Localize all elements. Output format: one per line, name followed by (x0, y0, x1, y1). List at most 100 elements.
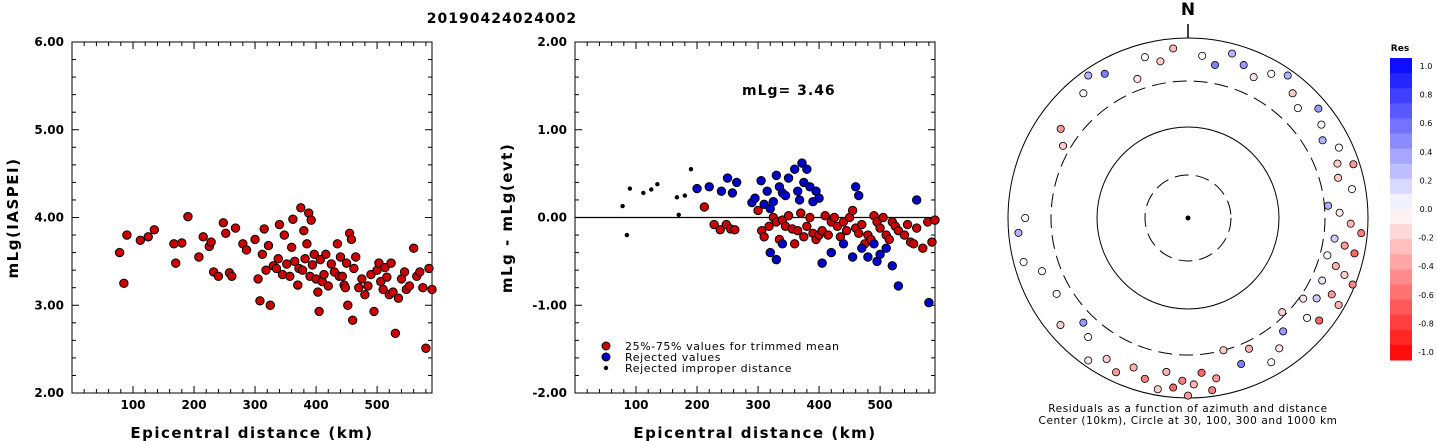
data-point (319, 269, 329, 280)
station-marker (1324, 201, 1333, 210)
station-marker (1189, 380, 1198, 389)
station-marker (1330, 234, 1339, 243)
data-point (386, 258, 396, 268)
data-point (777, 239, 788, 249)
x-tick-label: 500 (365, 398, 390, 412)
data-point (143, 232, 153, 242)
data-point (756, 175, 766, 186)
station-marker (1169, 44, 1178, 53)
residual-vs-distance-chart: 100 200 300 400 500 -2.00 -1.00 0.00 1.00 2.00 m… (498, 35, 940, 441)
data-point (854, 228, 864, 238)
y-tick-label: 3.00 (34, 298, 64, 312)
station-marker (1278, 308, 1287, 317)
figure-title: 20190424024002 (427, 11, 577, 27)
data-point (309, 249, 319, 260)
station-marker (1267, 69, 1276, 78)
data-point (183, 211, 193, 222)
station-marker (1244, 344, 1253, 353)
data-point (399, 267, 410, 277)
station-marker (1346, 219, 1355, 228)
data-point (326, 259, 337, 269)
station-marker (1208, 386, 1217, 395)
data-point (388, 287, 398, 297)
data-point (857, 219, 867, 230)
data-point (750, 193, 760, 203)
data-point (899, 230, 910, 240)
station-marker (1318, 136, 1327, 145)
station-marker (1283, 71, 1292, 80)
data-point (390, 328, 401, 339)
data-point (847, 205, 858, 216)
colorbar-cell (1390, 178, 1412, 195)
data-point (649, 187, 654, 192)
data-point (119, 278, 129, 289)
station-marker (1357, 229, 1366, 238)
legend-marker (603, 365, 609, 371)
data-point (908, 239, 919, 249)
data-point (847, 252, 858, 262)
station-marker (1239, 61, 1248, 70)
mean-magnitude-annotation: mLg= 3.46 (742, 83, 836, 99)
ring-100km (1096, 126, 1280, 310)
data-point (198, 232, 208, 242)
data-point (820, 211, 830, 221)
data-point (771, 254, 782, 265)
station-marker (1237, 360, 1246, 369)
data-point (627, 186, 633, 191)
colorbar-tick-label: -1.0 (1418, 348, 1434, 357)
data-point (194, 252, 204, 262)
data-point (408, 243, 419, 253)
colorbar-cell (1390, 148, 1412, 165)
colorbar-tick-label: 1.0 (1420, 62, 1433, 71)
colorbar-tick-label: 0.2 (1420, 176, 1433, 185)
station-marker (1079, 318, 1088, 327)
station-marker (1162, 367, 1171, 376)
azimuth-residual-map: N Residuals as a function of azimuth and… (1007, 0, 1369, 427)
data-point (682, 193, 688, 198)
station-marker (1333, 159, 1342, 168)
x-tick-label: 200 (685, 398, 710, 412)
colorbar-tick-label: 0.0 (1420, 205, 1433, 214)
data-point (313, 287, 323, 297)
data-point (764, 221, 774, 231)
y-tick-label: 5.00 (34, 123, 64, 137)
y-tick-label: 6.00 (34, 35, 64, 49)
data-point (927, 237, 937, 247)
station-marker (1021, 213, 1030, 222)
station-marker (1267, 358, 1276, 367)
data-point (838, 239, 849, 249)
data-point (341, 258, 352, 268)
data-point (878, 212, 888, 223)
station-marker (1153, 385, 1162, 394)
data-point (357, 274, 367, 284)
station-marker (1156, 57, 1165, 66)
data-point (299, 225, 309, 236)
x-tick-label: 200 (182, 398, 207, 412)
data-point (424, 263, 434, 274)
data-point (286, 242, 297, 253)
station-marker (1056, 321, 1065, 330)
colorbar-cell (1390, 299, 1412, 316)
data-point (841, 225, 852, 236)
colorbar-tick-label: -0.8 (1418, 319, 1434, 328)
station-marker (1334, 173, 1343, 182)
station-marker (1228, 49, 1237, 58)
data-point (802, 164, 812, 174)
data-point (349, 263, 359, 274)
data-point (814, 193, 824, 203)
y-tick-label: 1.00 (537, 123, 567, 137)
data-point (797, 158, 807, 168)
data-point (789, 164, 800, 174)
y-tick-label: 4.00 (34, 211, 64, 225)
legend-label: 25%-75% values for trimmed mean (625, 340, 840, 353)
colorbar-cell (1390, 254, 1412, 270)
data-point (293, 280, 303, 290)
x-tick-label: 400 (807, 398, 832, 412)
colorbar-cell (1390, 224, 1412, 240)
data-point (911, 195, 922, 205)
station-marker (1019, 258, 1028, 267)
data-point (829, 212, 840, 223)
data-point (655, 181, 660, 187)
colorbar-cell (1390, 284, 1412, 301)
data-point (780, 190, 791, 201)
